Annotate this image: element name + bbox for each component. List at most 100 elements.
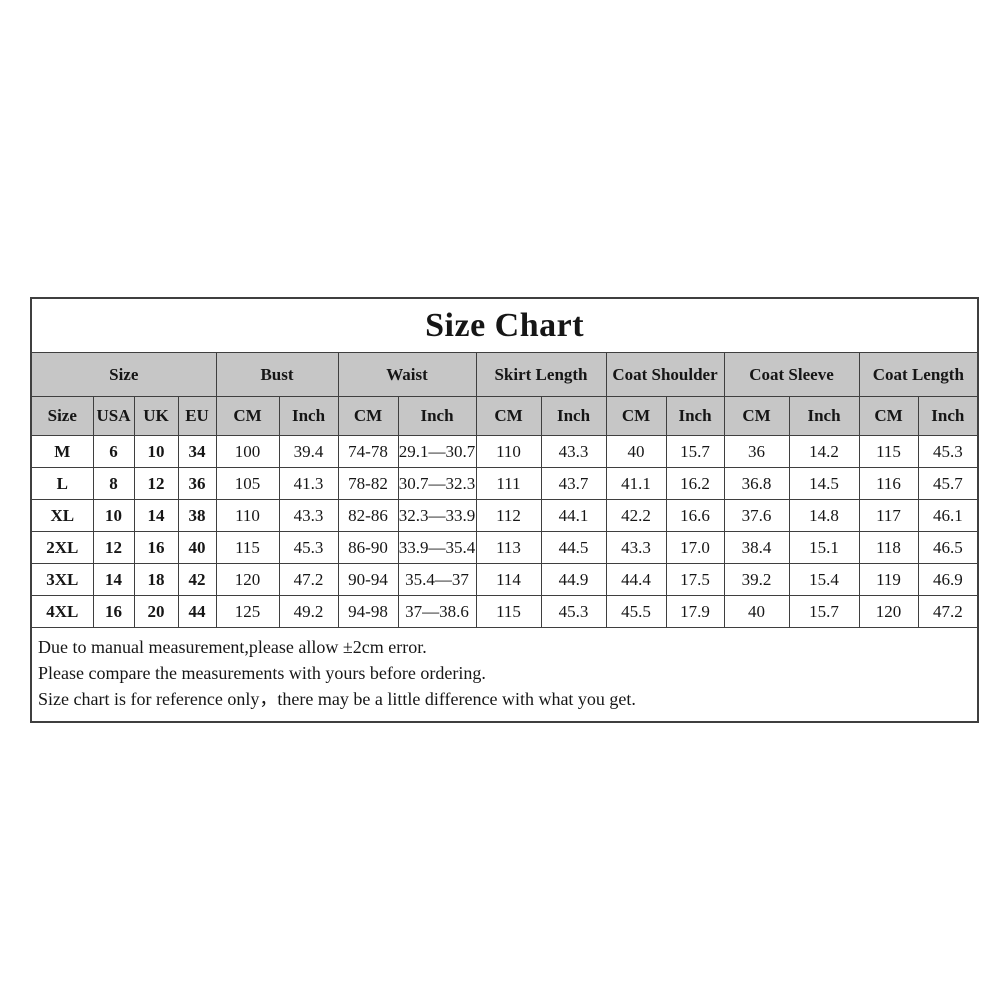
sub-header-cell: EU bbox=[177, 396, 217, 436]
table-cell: 44 bbox=[177, 595, 217, 628]
table-cell: 105 bbox=[215, 467, 280, 500]
table-cell: 45.5 bbox=[605, 595, 667, 628]
sub-header-cell: CM bbox=[723, 396, 790, 436]
table-cell: L bbox=[30, 467, 94, 500]
table-cell: 6 bbox=[92, 435, 135, 468]
size-chart-table: Size Chart Size Bust Waist Skirt Length Coat… bbox=[30, 297, 980, 723]
table-cell: 14 bbox=[92, 563, 135, 596]
table-cell: 115 bbox=[858, 435, 919, 468]
sub-header-cell: Inch bbox=[397, 396, 477, 436]
table-cell: 117 bbox=[858, 499, 919, 532]
group-header-cell: Waist bbox=[337, 352, 477, 397]
table-cell: 36 bbox=[723, 435, 790, 468]
table-cell: 100 bbox=[215, 435, 280, 468]
table-cell: 36 bbox=[177, 467, 217, 500]
table-cell: 17.0 bbox=[665, 531, 725, 564]
table-cell: 118 bbox=[858, 531, 919, 564]
table-cell: 78-82 bbox=[337, 467, 399, 500]
table-cell: 90-94 bbox=[337, 563, 399, 596]
group-header-cell: Bust bbox=[215, 352, 339, 397]
table-cell: 14.5 bbox=[788, 467, 860, 500]
sub-header-cell: CM bbox=[605, 396, 667, 436]
table-row: L 8 12 36 105 41.3 78-82 30.7—32.3 111 43.7 41.1 16… bbox=[30, 467, 979, 500]
sub-header-cell: Inch bbox=[788, 396, 860, 436]
table-cell: 120 bbox=[215, 563, 280, 596]
table-cell: 44.4 bbox=[605, 563, 667, 596]
sub-header-cell: Size bbox=[30, 396, 94, 436]
sub-header-cell: USA bbox=[92, 396, 135, 436]
table-cell: 110 bbox=[475, 435, 542, 468]
table-cell: 41.3 bbox=[278, 467, 339, 500]
table-cell: 29.1—30.7 bbox=[397, 435, 477, 468]
table-cell: 33.9—35.4 bbox=[397, 531, 477, 564]
sub-header-cell: Inch bbox=[278, 396, 339, 436]
sub-header-cell: Inch bbox=[665, 396, 725, 436]
table-cell: 86-90 bbox=[337, 531, 399, 564]
table-cell: 113 bbox=[475, 531, 542, 564]
table-cell: 14 bbox=[133, 499, 179, 532]
table-cell: 30.7—32.3 bbox=[397, 467, 477, 500]
sub-header-cell: Inch bbox=[540, 396, 607, 436]
table-cell: 45.3 bbox=[540, 595, 607, 628]
group-header-cell: Coat Length bbox=[858, 352, 979, 397]
table-cell: 34 bbox=[177, 435, 217, 468]
note-line: Size chart is for reference only，there m… bbox=[38, 688, 636, 709]
table-cell: 45.7 bbox=[917, 467, 979, 500]
table-cell: 43.3 bbox=[278, 499, 339, 532]
table-cell: 18 bbox=[133, 563, 179, 596]
table-cell: 35.4—37 bbox=[397, 563, 477, 596]
table-cell: 49.2 bbox=[278, 595, 339, 628]
table-cell: 47.2 bbox=[278, 563, 339, 596]
table-row: 4XL 16 20 44 125 49.2 94-98 37—38.6 115 45.3 45.5 1… bbox=[30, 595, 979, 628]
table-cell: 15.7 bbox=[788, 595, 860, 628]
table-cell: 38 bbox=[177, 499, 217, 532]
table-cell: 43.3 bbox=[605, 531, 667, 564]
table-row: M 6 10 34 100 39.4 74-78 29.1—30.7 110 43.3 40 15.7… bbox=[30, 435, 979, 468]
table-cell: 2XL bbox=[30, 531, 94, 564]
page-title: Size Chart bbox=[30, 297, 979, 353]
table-cell: 16 bbox=[92, 595, 135, 628]
table-cell: 115 bbox=[475, 595, 542, 628]
table-cell: 16.6 bbox=[665, 499, 725, 532]
table-cell: 120 bbox=[858, 595, 919, 628]
table-cell: 45.3 bbox=[917, 435, 979, 468]
table-cell: 17.5 bbox=[665, 563, 725, 596]
table-cell: 44.5 bbox=[540, 531, 607, 564]
table-cell: 94-98 bbox=[337, 595, 399, 628]
size-table-body: M 6 10 34 100 39.4 74-78 29.1—30.7 110 43.3 40 15.7… bbox=[30, 435, 979, 628]
table-cell: 40 bbox=[605, 435, 667, 468]
group-header-cell: Coat Sleeve bbox=[723, 352, 860, 397]
table-cell: 36.8 bbox=[723, 467, 790, 500]
sub-header-row: Size USA UK EU CM Inch CM Inch CM Inch CM Inch CM Inc… bbox=[30, 396, 979, 436]
table-row: XL 10 14 38 110 43.3 82-86 32.3—33.9 112 44.1 42.2… bbox=[30, 499, 979, 532]
sub-header-cell: Inch bbox=[917, 396, 979, 436]
sub-header-cell: CM bbox=[215, 396, 280, 436]
table-cell: 43.3 bbox=[540, 435, 607, 468]
table-cell: 111 bbox=[475, 467, 542, 500]
table-cell: 15.4 bbox=[788, 563, 860, 596]
table-cell: 38.4 bbox=[723, 531, 790, 564]
table-cell: 40 bbox=[177, 531, 217, 564]
table-cell: 44.9 bbox=[540, 563, 607, 596]
table-cell: 42 bbox=[177, 563, 217, 596]
table-cell: M bbox=[30, 435, 94, 468]
group-header-cell: Skirt Length bbox=[475, 352, 607, 397]
table-cell: XL bbox=[30, 499, 94, 532]
table-cell: 39.2 bbox=[723, 563, 790, 596]
table-cell: 12 bbox=[92, 531, 135, 564]
sub-header-cell: CM bbox=[858, 396, 919, 436]
table-cell: 14.8 bbox=[788, 499, 860, 532]
table-cell: 10 bbox=[92, 499, 135, 532]
table-cell: 45.3 bbox=[278, 531, 339, 564]
table-cell: 4XL bbox=[30, 595, 94, 628]
table-cell: 12 bbox=[133, 467, 179, 500]
table-cell: 39.4 bbox=[278, 435, 339, 468]
notes: Due to manual measurement,please allow ±… bbox=[30, 627, 979, 723]
table-cell: 110 bbox=[215, 499, 280, 532]
table-cell: 47.2 bbox=[917, 595, 979, 628]
table-cell: 119 bbox=[858, 563, 919, 596]
table-cell: 114 bbox=[475, 563, 542, 596]
table-cell: 44.1 bbox=[540, 499, 607, 532]
table-cell: 20 bbox=[133, 595, 179, 628]
